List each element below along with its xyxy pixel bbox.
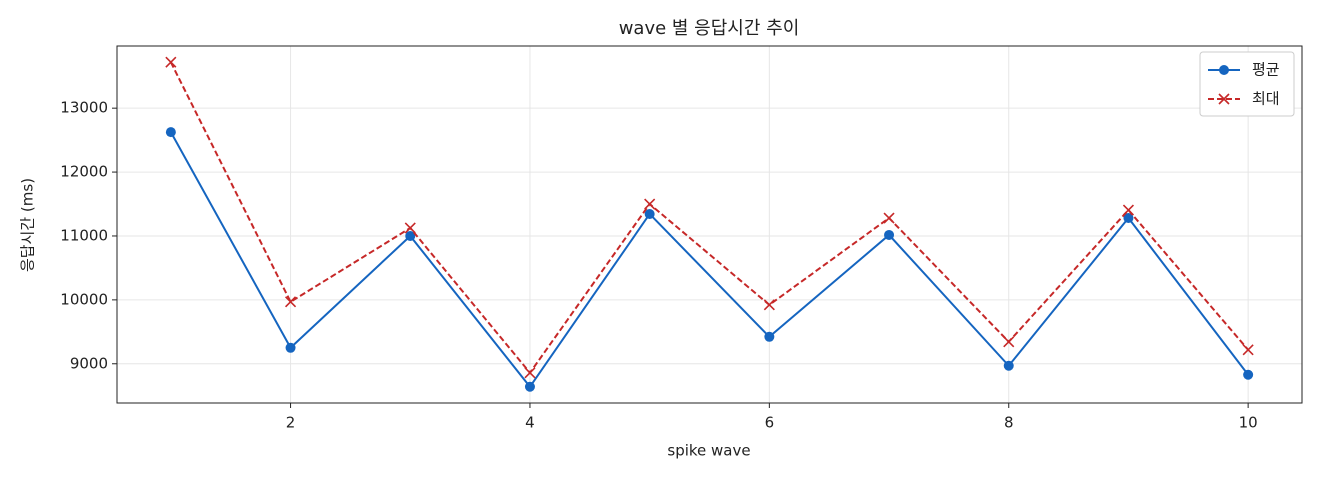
point bbox=[1242, 344, 1254, 356]
y-tick-label: 11000 bbox=[60, 226, 108, 244]
point bbox=[524, 367, 536, 379]
series-line bbox=[169, 61, 1249, 375]
point bbox=[1003, 360, 1014, 371]
point bbox=[165, 56, 177, 68]
chart-title: wave 별 응답시간 추이 bbox=[619, 18, 800, 39]
point bbox=[764, 331, 775, 342]
legend-marker bbox=[1218, 93, 1230, 105]
legend-label: 평균 bbox=[1252, 61, 1280, 79]
point bbox=[285, 342, 296, 353]
y-tick-label: 9000 bbox=[70, 354, 108, 372]
point bbox=[404, 222, 416, 234]
legend-label: 최대 bbox=[1252, 90, 1280, 108]
point bbox=[524, 381, 535, 392]
point bbox=[1123, 213, 1134, 224]
point bbox=[763, 299, 775, 311]
y-axis-label: 응답시간 (ms) bbox=[19, 178, 37, 272]
point bbox=[644, 208, 655, 219]
x-tick-label: 8 bbox=[1004, 414, 1014, 432]
x-tick-label: 4 bbox=[525, 414, 535, 432]
point bbox=[165, 127, 176, 138]
point bbox=[883, 212, 895, 224]
x-tick-label: 6 bbox=[765, 414, 775, 432]
x-axis-label: spike wave bbox=[667, 442, 750, 460]
point bbox=[405, 230, 416, 241]
point bbox=[284, 296, 297, 308]
legend-marker bbox=[1219, 65, 1229, 75]
y-tick-label: 12000 bbox=[60, 163, 108, 181]
legend-box bbox=[1199, 51, 1295, 117]
point bbox=[644, 198, 656, 210]
y-tick-label: 10000 bbox=[60, 290, 108, 308]
point bbox=[1243, 369, 1254, 380]
plot-frame bbox=[116, 45, 1303, 404]
x-tick-label: 10 bbox=[1239, 414, 1258, 432]
point bbox=[884, 229, 895, 240]
y-tick-label: 13000 bbox=[60, 99, 108, 117]
series-line bbox=[169, 131, 1249, 389]
x-tick-label: 2 bbox=[286, 414, 296, 432]
point bbox=[1122, 204, 1135, 216]
point bbox=[1003, 336, 1015, 348]
